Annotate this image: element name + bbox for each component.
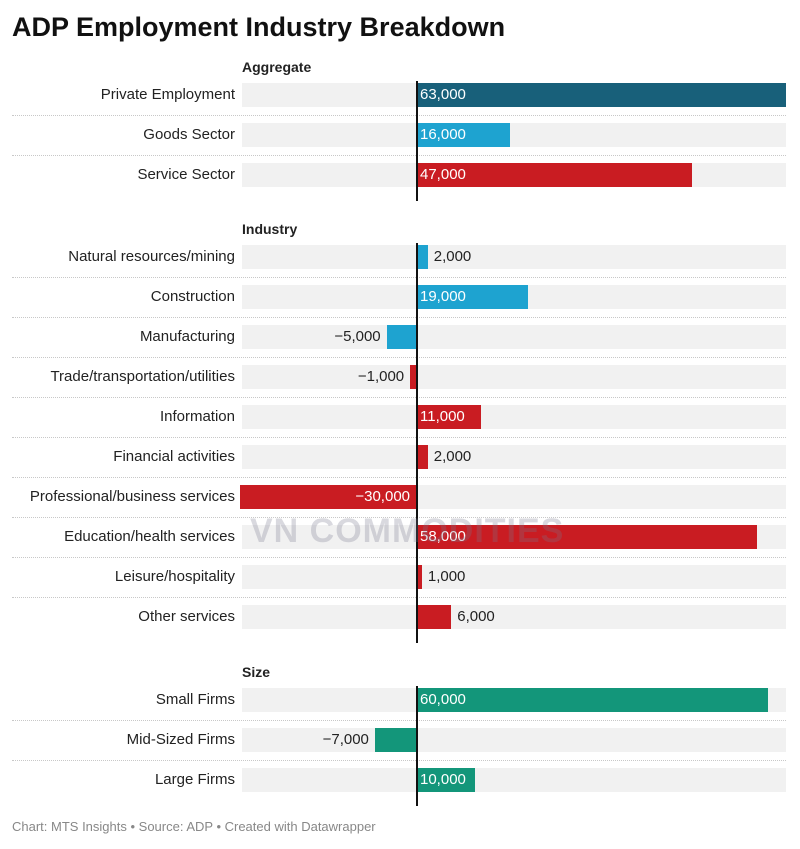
row-separator bbox=[12, 115, 786, 116]
row-label: Professional/business services bbox=[29, 488, 235, 505]
data-label: 19,000 bbox=[420, 288, 466, 305]
row-label: Natural resources/mining bbox=[68, 248, 235, 265]
bar bbox=[239, 485, 416, 509]
bar-background bbox=[242, 325, 786, 349]
data-label: −1,000 bbox=[357, 368, 405, 385]
data-label: 6,000 bbox=[457, 608, 495, 625]
row-separator bbox=[12, 397, 786, 398]
bar-background bbox=[242, 405, 786, 429]
bar bbox=[416, 245, 428, 269]
bar-background bbox=[242, 565, 786, 589]
row-label: Construction bbox=[150, 288, 235, 305]
bar-background bbox=[242, 728, 786, 752]
group-header: Industry bbox=[242, 221, 298, 237]
bar-background bbox=[242, 445, 786, 469]
watermark: VN COMMODITIES bbox=[250, 512, 565, 550]
row-label: Financial activities bbox=[113, 448, 235, 465]
bar bbox=[386, 325, 416, 349]
bar bbox=[416, 285, 528, 309]
bar-background bbox=[242, 365, 786, 389]
group-header: Aggregate bbox=[242, 59, 312, 75]
row-label: Mid-Sized Firms bbox=[126, 731, 235, 748]
row-separator bbox=[12, 477, 786, 478]
data-label: 10,000 bbox=[420, 771, 466, 788]
data-label: 11,000 bbox=[420, 408, 465, 425]
chart-footer: Chart: MTS Insights • Source: ADP • Crea… bbox=[12, 819, 376, 834]
row-separator bbox=[12, 437, 786, 438]
bar bbox=[416, 123, 510, 147]
bar bbox=[416, 768, 475, 792]
bar bbox=[416, 83, 786, 107]
zero-axis bbox=[416, 81, 418, 201]
row-separator bbox=[12, 720, 786, 721]
data-label: 2,000 bbox=[433, 248, 472, 265]
row-label: Information bbox=[159, 408, 235, 425]
zero-axis bbox=[416, 243, 418, 643]
bar bbox=[416, 525, 757, 549]
row-separator bbox=[12, 760, 786, 761]
row-label: Large Firms bbox=[154, 771, 235, 788]
data-label: 47,000 bbox=[420, 166, 466, 183]
row-separator bbox=[12, 357, 786, 358]
bar bbox=[410, 365, 416, 389]
row-label: Goods Sector bbox=[143, 126, 235, 143]
row-label: Education/health services bbox=[64, 528, 235, 545]
bar-background bbox=[242, 123, 786, 147]
bar-background bbox=[242, 245, 786, 269]
chart-title: ADP Employment Industry Breakdown bbox=[12, 12, 506, 42]
row-label: Trade/transportation/utilities bbox=[50, 368, 235, 385]
data-label: 1,000 bbox=[427, 568, 466, 585]
bar-background bbox=[242, 768, 786, 792]
data-label: 60,000 bbox=[420, 691, 466, 708]
group-header: Size bbox=[242, 664, 271, 680]
row-separator bbox=[12, 597, 786, 598]
row-label: Private Employment bbox=[100, 86, 235, 103]
data-label: 16,000 bbox=[420, 126, 466, 143]
row-separator bbox=[12, 517, 786, 518]
row-label: Leisure/hospitality bbox=[114, 568, 235, 585]
row-separator bbox=[12, 277, 786, 278]
bar bbox=[416, 688, 769, 712]
bar bbox=[374, 728, 416, 752]
data-label: −5,000 bbox=[334, 328, 381, 345]
bar-background bbox=[242, 605, 786, 629]
data-label: −7,000 bbox=[322, 731, 369, 748]
zero-axis bbox=[416, 686, 418, 806]
bar bbox=[416, 565, 422, 589]
row-label: Service Sector bbox=[137, 166, 235, 183]
row-separator bbox=[12, 557, 786, 558]
bar bbox=[416, 605, 452, 629]
data-label: 63,000 bbox=[420, 86, 466, 103]
data-label: 2,000 bbox=[433, 448, 472, 465]
row-separator bbox=[12, 155, 786, 156]
bar bbox=[416, 163, 693, 187]
bar bbox=[416, 445, 428, 469]
data-label: −30,000 bbox=[355, 488, 410, 505]
data-label: 58,000 bbox=[420, 528, 466, 545]
row-label: Other services bbox=[138, 608, 235, 625]
row-label: Manufacturing bbox=[139, 328, 235, 345]
row-separator bbox=[12, 317, 786, 318]
row-label: Small Firms bbox=[155, 691, 235, 708]
bar bbox=[416, 405, 481, 429]
